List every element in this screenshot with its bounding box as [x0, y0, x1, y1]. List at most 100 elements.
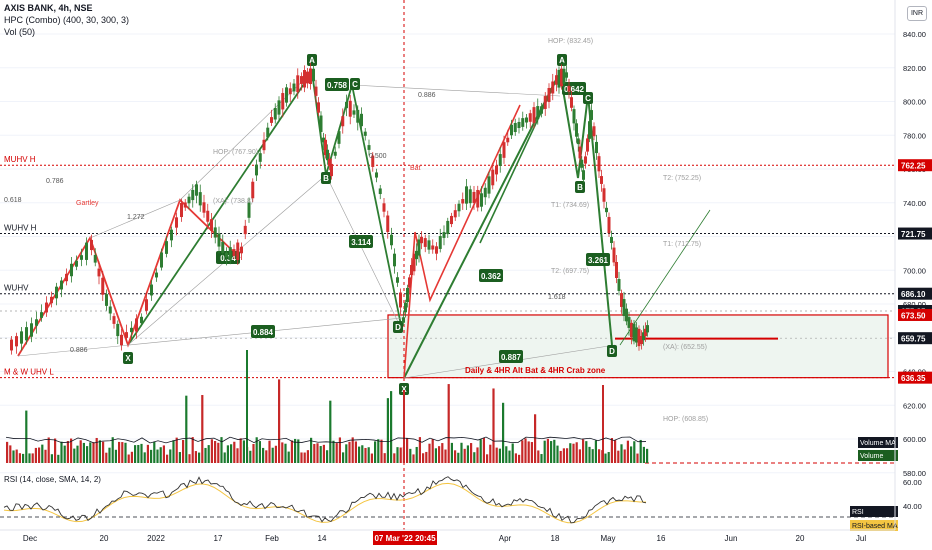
candle-body — [348, 100, 352, 117]
candle-body — [306, 71, 309, 84]
candle-body — [637, 328, 641, 347]
price-tick-label[interactable]: 780.00 — [903, 131, 926, 140]
time-tick-label[interactable]: Jun — [725, 534, 738, 543]
volume-bar — [9, 445, 12, 463]
time-tick-label[interactable]: 16 — [657, 534, 666, 543]
volume-bar — [220, 437, 223, 463]
candle-body — [560, 68, 563, 87]
rsi-tick-label[interactable]: 40.00 — [903, 502, 922, 511]
volume-bar — [156, 449, 159, 463]
time-tick-label[interactable]: May — [600, 534, 615, 543]
symbol-title[interactable]: AXIS BANK, 4h, NSE — [4, 3, 93, 13]
candle-body — [536, 106, 540, 119]
candle-body — [206, 210, 210, 222]
price-badge-label[interactable]: 673.50 — [901, 311, 926, 320]
price-tick-label[interactable]: 620.00 — [903, 401, 926, 410]
price-badge-label[interactable]: 762.25 — [901, 162, 926, 171]
candle-body — [600, 176, 603, 184]
price-tick-label[interactable]: 580.00 — [903, 469, 926, 478]
time-tick-label[interactable]: 20 — [796, 534, 805, 543]
volume-bar — [390, 391, 393, 463]
candle-body — [232, 249, 236, 256]
candle-body — [622, 299, 626, 316]
candle-body — [312, 68, 315, 82]
ratio-badge — [586, 253, 610, 266]
candle-body — [187, 196, 191, 204]
volume-bar — [466, 445, 469, 463]
volume-bar — [537, 450, 540, 463]
candle-body — [461, 199, 465, 204]
pattern-point-badge — [321, 172, 331, 184]
level-label: MUHV H — [4, 155, 36, 164]
candle-body — [525, 117, 528, 123]
candle-body — [116, 323, 120, 337]
candle-body — [240, 246, 243, 254]
candle-body — [97, 268, 101, 277]
volume-bar — [198, 452, 201, 463]
volume-bar — [12, 450, 15, 463]
time-tick-label[interactable]: 18 — [551, 534, 560, 543]
price-badge-label[interactable]: 686.10 — [901, 290, 926, 299]
rsi-title[interactable]: RSI (14, close, SMA, 14, 2) — [4, 475, 101, 484]
pattern-point-badge — [583, 92, 593, 104]
time-tick-label[interactable]: 20 — [100, 534, 109, 543]
price-badge-label[interactable]: 659.75 — [901, 335, 926, 344]
candle-body — [557, 69, 561, 88]
volume-bar — [502, 402, 505, 463]
price-tick-label[interactable]: 740.00 — [903, 199, 926, 208]
pattern-point-badge — [350, 78, 360, 90]
candle-body — [285, 87, 288, 103]
volume-ma-line — [5, 436, 647, 444]
volume-bar — [588, 446, 591, 463]
volume-bar — [377, 439, 380, 463]
currency-badge[interactable]: INR — [907, 6, 927, 21]
price-badge-label[interactable]: 721.75 — [901, 230, 926, 239]
time-tick-label[interactable]: Apr — [499, 534, 512, 543]
rsi-legend-label: RSI-based MA — [852, 523, 898, 530]
time-tick-label[interactable]: 2022 — [147, 534, 165, 543]
rsi-tick-label[interactable]: 60.00 — [903, 478, 922, 487]
volume-bar — [265, 450, 268, 463]
time-tick-label[interactable]: Dec — [23, 534, 37, 543]
price-tick-label[interactable]: 800.00 — [903, 98, 926, 107]
rsi-ma-line — [3, 482, 647, 524]
time-tick-label[interactable]: Feb — [265, 534, 279, 543]
annotation-text: 0.886 — [418, 92, 436, 99]
pattern-point-label: C — [585, 94, 591, 103]
ratio-label: 0.887 — [501, 353, 522, 362]
price-axis[interactable]: 840.00820.00800.00780.00760.00740.00720.… — [894, 0, 932, 530]
annotation-text: Daily & 4HR Alt Bat & 4HR Crab zone — [465, 366, 606, 375]
volume-title[interactable]: Vol (50) — [4, 27, 36, 37]
candle-body — [551, 81, 555, 94]
candle-body — [15, 336, 18, 347]
time-tick-label[interactable]: 14 — [318, 534, 327, 543]
price-badge-label[interactable]: 636.35 — [901, 374, 926, 383]
volume-bar — [492, 388, 495, 463]
price-badge — [898, 332, 932, 345]
candle-body — [85, 242, 88, 260]
volume-bar — [146, 444, 149, 463]
time-tick-label[interactable]: 17 — [214, 534, 223, 543]
candle-body — [270, 117, 273, 123]
price-tick-label[interactable]: 600.00 — [903, 435, 926, 444]
time-axis[interactable]: Dec 20 2022 17 Feb 14 07 Mar '22 20:45 Apr 18 May… — [0, 529, 895, 545]
time-marker-label[interactable]: 07 Mar '22 20:45 — [374, 534, 436, 543]
time-tick-label[interactable]: Jul — [856, 534, 866, 543]
annotation-text: T2: (752.25) — [663, 175, 701, 182]
price-tick-label[interactable]: 680.00 — [903, 300, 926, 309]
pattern-point-label: A — [559, 56, 565, 65]
volume-bar — [329, 400, 332, 463]
candle-body — [642, 332, 645, 341]
price-tick-label[interactable]: 840.00 — [903, 30, 926, 39]
candle-body — [491, 169, 495, 186]
indicator-title[interactable]: HPC (Combo) (400, 30, 300, 3) — [4, 15, 130, 25]
candle-body — [140, 316, 143, 324]
annotation-text: Bat — [410, 165, 421, 172]
price-tick-label[interactable]: 700.00 — [903, 266, 926, 275]
price-tick-label[interactable]: 820.00 — [903, 64, 926, 73]
candle-body — [314, 86, 318, 96]
rsi-line — [3, 476, 647, 524]
volume-bar — [294, 438, 297, 463]
volume-bar — [396, 447, 399, 463]
